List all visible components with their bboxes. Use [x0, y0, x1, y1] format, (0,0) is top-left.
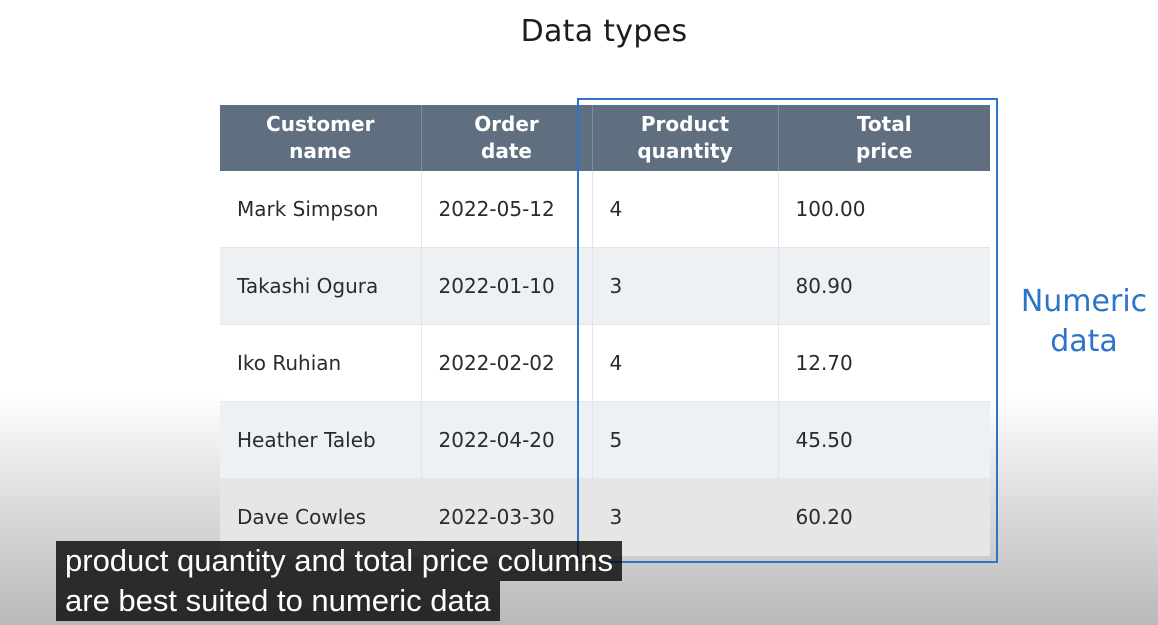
table-row: Iko Ruhian 2022-02-02 4 12.70	[220, 324, 990, 402]
numeric-data-label: Numeric data	[1020, 284, 1148, 359]
cell-total-price: 60.20	[778, 478, 990, 556]
cell-customer-name: Takashi Ogura	[220, 247, 422, 325]
slide-title: Data types	[520, 14, 688, 49]
cell-customer-name: Heather Taleb	[220, 401, 422, 479]
table-row: Mark Simpson 2022-05-12 4 100.00	[220, 171, 990, 248]
cell-total-price: 80.90	[778, 247, 990, 325]
cell-customer-name: Mark Simpson	[220, 171, 422, 248]
header-product-quantity: Product quantity	[592, 105, 779, 171]
cell-total-price: 12.70	[778, 324, 990, 402]
caption-line-2: are best suited to numeric data	[56, 581, 500, 621]
cell-order-date: 2022-01-10	[421, 247, 593, 325]
cell-product-quantity: 3	[592, 247, 779, 325]
caption-line-1: product quantity and total price columns	[56, 541, 622, 581]
cell-order-date: 2022-05-12	[421, 171, 593, 248]
header-customer-name: Customer name	[220, 105, 422, 171]
cell-product-quantity: 4	[592, 324, 779, 402]
table-row: Heather Taleb 2022-04-20 5 45.50	[220, 401, 990, 479]
cell-order-date: 2022-04-20	[421, 401, 593, 479]
cell-total-price: 100.00	[778, 171, 990, 248]
customer-orders-table: Customer name Order date Product quantity T…	[220, 105, 990, 556]
cell-customer-name: Iko Ruhian	[220, 324, 422, 402]
cell-total-price: 45.50	[778, 401, 990, 479]
table-header-row: Customer name Order date Product quantity T…	[220, 105, 990, 171]
cell-order-date: 2022-02-02	[421, 324, 593, 402]
cell-product-quantity: 4	[592, 171, 779, 248]
table-row: Takashi Ogura 2022-01-10 3 80.90	[220, 247, 990, 325]
cell-product-quantity: 3	[592, 478, 779, 556]
cell-product-quantity: 5	[592, 401, 779, 479]
header-total-price: Total price	[778, 105, 990, 171]
video-caption: product quantity and total price columns…	[56, 541, 622, 621]
header-order-date: Order date	[421, 105, 593, 171]
